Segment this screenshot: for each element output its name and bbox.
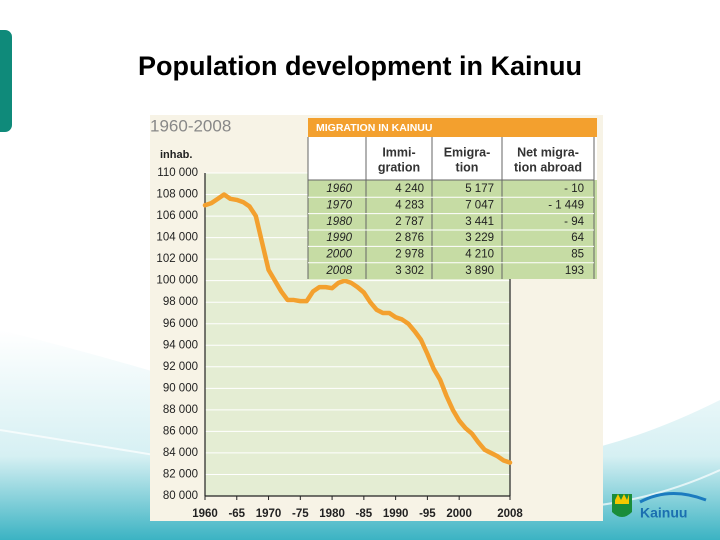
table-cell: 2 876 xyxy=(395,232,424,244)
table-cell: 85 xyxy=(571,249,584,261)
table-header: gration xyxy=(378,160,420,174)
side-tab xyxy=(0,30,12,132)
y-tick-label: 104 000 xyxy=(156,232,198,244)
table-cell: 64 xyxy=(571,232,584,244)
table-cell: 2 978 xyxy=(395,249,424,261)
table-cell: - 1 449 xyxy=(548,199,584,211)
table-cell: 2008 xyxy=(325,265,352,277)
slide-title: Population development in Kainuu xyxy=(138,51,582,81)
logo-wave xyxy=(639,491,707,504)
logo-crown xyxy=(615,494,629,504)
y-tick-label: 80 000 xyxy=(163,490,198,502)
table-cell: 3 229 xyxy=(465,232,494,244)
table-header-bg xyxy=(308,137,597,180)
y-tick-label: 92 000 xyxy=(163,361,198,373)
y-tick-label: 94 000 xyxy=(163,339,198,351)
y-axis-label: inhab. xyxy=(160,149,192,161)
y-tick-label: 88 000 xyxy=(163,404,198,416)
logo-text: Kainuu xyxy=(640,505,687,521)
y-tick-label: 84 000 xyxy=(163,447,198,459)
table-cell: 4 240 xyxy=(395,183,424,195)
table-title-bar xyxy=(308,118,597,137)
table-cell: 3 302 xyxy=(395,265,424,277)
x-tick-label: -85 xyxy=(356,508,373,520)
table-cell: 1980 xyxy=(326,216,352,228)
table-cell: 1970 xyxy=(326,199,352,211)
y-tick-label: 82 000 xyxy=(163,468,198,480)
x-tick-label: -75 xyxy=(292,508,309,520)
table-header: Emigra- xyxy=(444,145,491,159)
x-tick-label: 2008 xyxy=(497,508,523,520)
x-tick-label: 1980 xyxy=(319,508,345,520)
y-tick-label: 102 000 xyxy=(156,253,198,265)
x-tick-label: 1960 xyxy=(192,508,218,520)
table-cell: 3 441 xyxy=(465,216,494,228)
table-cell: - 94 xyxy=(564,216,584,228)
table-cell: 5 177 xyxy=(465,183,494,195)
x-tick-label: 1970 xyxy=(256,508,282,520)
table-cell: 2 787 xyxy=(395,216,424,228)
table-cell: 7 047 xyxy=(465,199,494,211)
table-header: Net migra- xyxy=(517,145,579,159)
table-cell: 2000 xyxy=(325,249,352,261)
table-cell: 1960 xyxy=(326,183,352,195)
table-header: tion xyxy=(456,160,479,174)
population-line xyxy=(202,192,513,465)
x-tick-label: -95 xyxy=(419,508,436,520)
y-tick-label: 106 000 xyxy=(156,210,198,222)
table-cell: 4 210 xyxy=(465,249,494,261)
x-tick-label: 2000 xyxy=(446,508,472,520)
y-tick-label: 86 000 xyxy=(163,425,198,437)
y-tick-label: 96 000 xyxy=(163,318,198,330)
table-cell: 193 xyxy=(565,265,584,277)
table-cell: 4 283 xyxy=(395,199,424,211)
table-cell: 1990 xyxy=(326,232,352,244)
table: Immi-gration Emigra-tion Net migra-tion ab… xyxy=(307,137,595,279)
y-tick-label: 108 000 xyxy=(156,189,198,201)
y-tick-label: 110 000 xyxy=(157,167,198,179)
plot: 80 000 82 000 84 000 86 000 88 000 90 000 92 0… xyxy=(156,167,523,520)
table-header: Immi- xyxy=(382,145,415,159)
chart-subtitle: 1960-2008 xyxy=(150,116,231,135)
y-tick-label: 100 000 xyxy=(156,275,198,287)
logo: Kainuu xyxy=(612,491,707,521)
y-tick-label: 90 000 xyxy=(163,382,198,394)
table-cell: - 10 xyxy=(564,183,584,195)
x-tick-label: 1990 xyxy=(383,508,409,520)
table-title: MIGRATION IN KAINUU xyxy=(316,122,432,134)
y-tick-label: 98 000 xyxy=(163,296,198,308)
table-cell: 3 890 xyxy=(465,265,494,277)
table-header: tion abroad xyxy=(514,160,582,174)
x-tick-label: -65 xyxy=(228,508,245,520)
